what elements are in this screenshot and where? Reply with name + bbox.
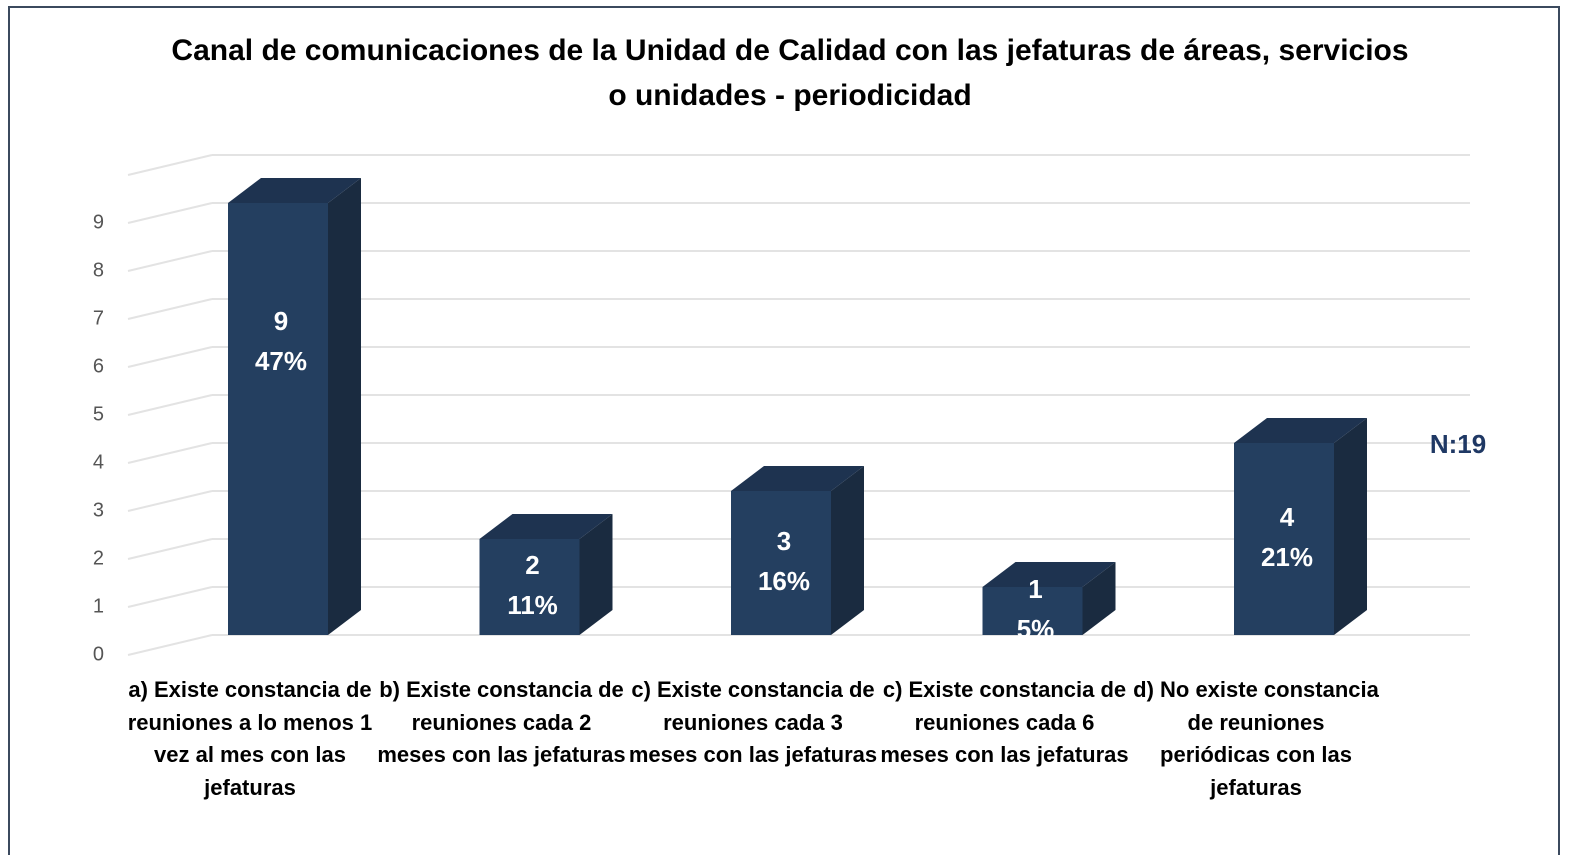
bar-top	[228, 178, 361, 203]
percent-label: 11%	[507, 590, 558, 620]
grid-line	[127, 298, 213, 320]
bar-side	[328, 178, 361, 635]
bar-top	[479, 514, 613, 539]
grid-line	[127, 154, 213, 176]
x-tick-label: a) Existe constancia de reuniones a lo m…	[127, 677, 373, 800]
value-label: 2	[525, 550, 539, 580]
grid-line	[127, 634, 213, 656]
y-tick-label: 9	[93, 211, 104, 233]
bar-side	[1082, 562, 1116, 635]
bar-top	[1234, 418, 1367, 443]
y-tick-label: 0	[93, 643, 104, 665]
grid-line	[127, 394, 213, 416]
grid-line	[127, 346, 213, 368]
bar	[228, 203, 328, 635]
annotation: N:19	[1430, 429, 1486, 459]
percent-label: 5%	[1017, 614, 1055, 644]
grid-line	[127, 442, 213, 464]
percent-label: 21%	[1261, 542, 1313, 572]
bar-top	[982, 562, 1116, 587]
x-tick-label: c) Existe constancia de reuniones cada 6…	[880, 677, 1129, 767]
grid-line	[127, 202, 213, 224]
value-label: 1	[1028, 574, 1042, 604]
x-tick-label: d) No existe constancia de reuniones per…	[1133, 677, 1379, 800]
bar-side	[831, 466, 864, 635]
y-tick-label: 8	[93, 259, 104, 281]
grid-line	[127, 250, 213, 272]
value-label: 3	[777, 526, 791, 556]
value-label: 9	[274, 306, 288, 336]
y-tick-label: 4	[93, 451, 104, 473]
grid-line	[127, 490, 213, 512]
chart-frame	[8, 6, 1560, 855]
bar-side	[1334, 418, 1367, 635]
x-tick-label: c) Existe constancia de reuniones cada 3…	[628, 677, 878, 767]
bar-side	[579, 514, 613, 635]
y-tick-label: 2	[93, 547, 104, 569]
x-tick-label: b) Existe constancia de reuniones cada 2…	[377, 677, 626, 767]
y-tick-label: 6	[93, 355, 104, 377]
value-label: 4	[1280, 502, 1295, 532]
percent-label: 16%	[758, 566, 810, 596]
bar	[479, 539, 580, 635]
grid-line	[127, 538, 213, 560]
y-tick-label: 5	[93, 403, 104, 425]
percent-label: 47%	[255, 346, 307, 376]
bar	[731, 491, 831, 635]
chart-title: Canal de comunicaciones de la Unidad de …	[171, 34, 1409, 112]
y-tick-label: 3	[93, 499, 104, 521]
bar-top	[731, 466, 864, 491]
grid-line	[127, 586, 213, 608]
bar	[1234, 443, 1334, 635]
y-tick-label: 1	[93, 595, 104, 617]
bar	[982, 587, 1083, 635]
y-tick-label: 7	[93, 307, 104, 329]
